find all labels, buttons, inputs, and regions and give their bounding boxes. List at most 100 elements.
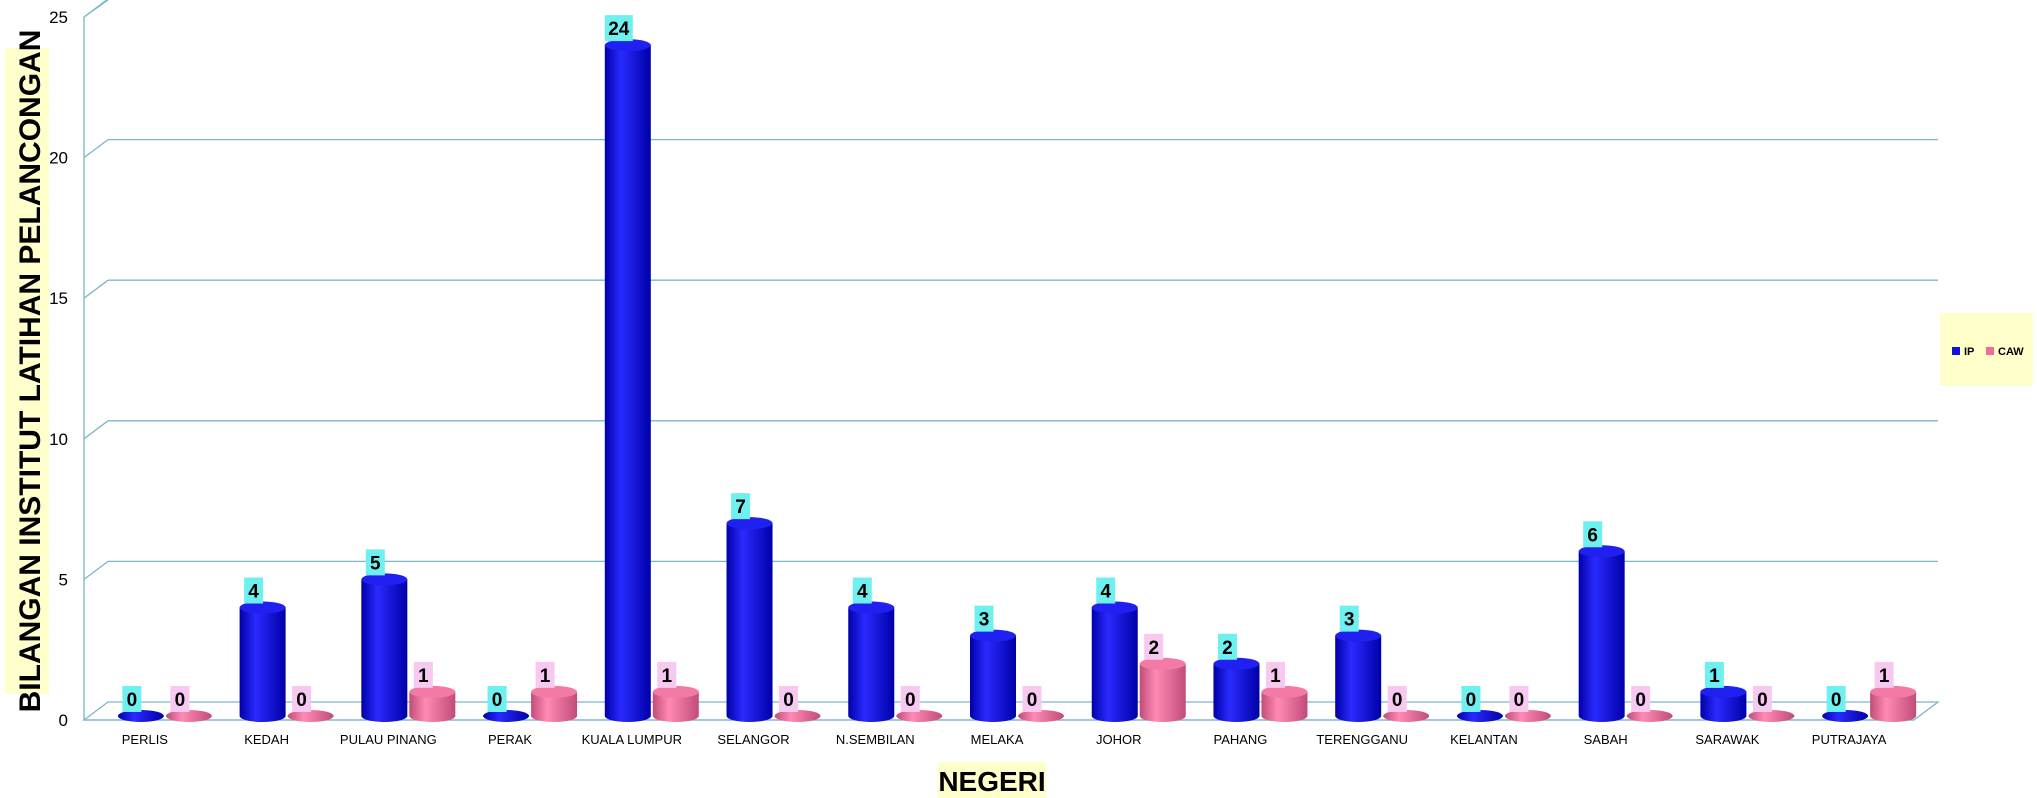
data-label-background bbox=[1631, 686, 1651, 712]
data-label-text: 5 bbox=[370, 553, 381, 574]
data-label-ip: 4 bbox=[244, 577, 264, 604]
data-label-background bbox=[1265, 661, 1285, 688]
legend-label-ip: IP bbox=[1964, 346, 1974, 358]
data-label-background bbox=[1583, 521, 1603, 548]
x-tick-label: SARAWAK bbox=[1695, 732, 1759, 747]
data-label-background bbox=[779, 686, 799, 712]
y-tick-label: 0 bbox=[59, 711, 68, 730]
data-label-background bbox=[900, 686, 920, 712]
data-label-text: 0 bbox=[127, 690, 138, 711]
data-label-caw: 0 bbox=[779, 686, 799, 712]
data-label-text: 0 bbox=[783, 690, 794, 711]
data-label-text: 1 bbox=[1879, 666, 1890, 687]
gridline bbox=[83, 420, 109, 440]
gridline bbox=[83, 279, 109, 299]
x-tick-label: SABAH bbox=[1584, 732, 1628, 747]
data-label-text: 1 bbox=[1709, 666, 1720, 687]
x-tick-label: PUTRAJAYA bbox=[1812, 732, 1887, 747]
bar-flat bbox=[1018, 710, 1064, 722]
bar-top bbox=[1261, 685, 1308, 698]
data-label-text: 0 bbox=[296, 690, 307, 711]
bar-ip bbox=[1213, 657, 1260, 722]
bar-caw bbox=[1870, 685, 1917, 722]
bar-body bbox=[1213, 663, 1260, 722]
bar-caw bbox=[652, 685, 699, 722]
gridline bbox=[83, 139, 109, 159]
bar-caw bbox=[287, 710, 334, 722]
bar-ip bbox=[1700, 685, 1747, 722]
y-axis-title-background bbox=[5, 48, 49, 694]
data-label-text: 2 bbox=[1148, 638, 1159, 659]
bar-body bbox=[1091, 607, 1138, 722]
x-axis-title-background bbox=[938, 762, 1046, 798]
bar-top bbox=[361, 573, 408, 586]
x-tick-label: JOHOR bbox=[1096, 732, 1142, 747]
bar-body bbox=[1335, 635, 1382, 722]
bar-body bbox=[409, 691, 456, 722]
x-axis-title: NEGERI bbox=[938, 762, 1046, 798]
data-label-ip: 4 bbox=[852, 577, 872, 604]
bar-ip bbox=[1822, 710, 1869, 722]
gridline bbox=[83, 560, 109, 580]
data-label-caw: 0 bbox=[1022, 686, 1042, 712]
bar-top bbox=[970, 629, 1016, 642]
data-label-ip: 1 bbox=[1704, 661, 1724, 688]
bar-body bbox=[1700, 691, 1747, 722]
bar-caw bbox=[1626, 710, 1673, 722]
data-label-text: 0 bbox=[1831, 690, 1842, 711]
data-label-caw: 0 bbox=[1387, 686, 1407, 712]
bar-caw bbox=[165, 710, 212, 722]
x-axis-title-text: NEGERI bbox=[938, 766, 1045, 797]
data-label-background bbox=[1509, 686, 1529, 712]
data-label-text: 4 bbox=[1100, 582, 1111, 603]
legend-label-caw: CAW bbox=[1998, 346, 2024, 358]
data-label-background bbox=[292, 686, 312, 712]
data-label-text: 3 bbox=[1344, 610, 1355, 631]
bar-ip bbox=[1578, 545, 1625, 722]
data-label-ip: 24 bbox=[604, 15, 633, 42]
data-label-caw: 2 bbox=[1144, 633, 1164, 660]
bar-flat bbox=[1456, 710, 1503, 722]
bar-caw bbox=[1383, 710, 1430, 722]
data-label-text: 0 bbox=[492, 690, 503, 711]
data-label-background bbox=[1387, 686, 1407, 712]
bar-body bbox=[1870, 691, 1917, 722]
data-label-caw: 1 bbox=[413, 661, 433, 688]
bar-ip bbox=[970, 629, 1016, 722]
data-label-caw: 0 bbox=[170, 686, 190, 712]
bar-caw bbox=[1261, 685, 1308, 722]
bar-top bbox=[1870, 685, 1917, 698]
data-label-caw: 1 bbox=[657, 661, 677, 688]
bar-body bbox=[970, 635, 1016, 722]
bar-caw bbox=[1139, 657, 1186, 722]
data-label-text: 24 bbox=[608, 19, 630, 40]
x-tick-label: KUALA LUMPUR bbox=[582, 732, 682, 747]
y-tick-label: 10 bbox=[49, 430, 68, 449]
y-tick-label: 15 bbox=[49, 289, 68, 308]
data-label-text: 7 bbox=[735, 497, 746, 518]
bar-flat bbox=[483, 710, 530, 722]
data-label-text: 0 bbox=[1466, 690, 1477, 711]
data-label-background bbox=[122, 686, 142, 712]
data-label-background bbox=[731, 493, 751, 520]
bar-caw bbox=[1504, 710, 1551, 722]
bar-ip bbox=[117, 710, 164, 722]
bar-ip bbox=[1456, 710, 1503, 722]
bar-flat bbox=[165, 710, 212, 722]
legend-swatch-ip bbox=[1952, 347, 1960, 355]
bar-body bbox=[361, 579, 408, 722]
bar-top bbox=[1139, 657, 1186, 670]
x-tick-label: KELANTAN bbox=[1450, 732, 1518, 747]
bar-ip bbox=[361, 573, 408, 722]
data-label-background bbox=[852, 577, 872, 604]
data-label-background bbox=[1339, 605, 1359, 632]
bar-ip bbox=[1091, 601, 1138, 722]
bar-ip bbox=[483, 710, 530, 722]
data-label-ip: 0 bbox=[1461, 686, 1481, 712]
bar-caw bbox=[1018, 710, 1064, 722]
data-label-ip: 5 bbox=[365, 549, 385, 576]
data-label-ip: 3 bbox=[974, 605, 994, 632]
